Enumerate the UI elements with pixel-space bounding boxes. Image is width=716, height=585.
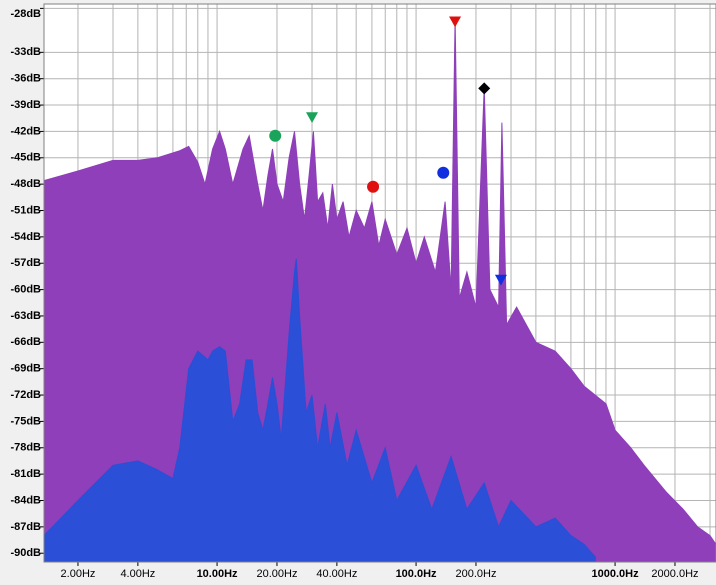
y-tick-label: -33dB	[10, 46, 41, 58]
x-tick-label: 40.00Hz	[316, 568, 357, 580]
marker	[494, 274, 507, 286]
marker	[478, 82, 491, 95]
marker	[437, 166, 450, 179]
y-tick-label: -45dB	[10, 152, 41, 164]
marker	[306, 112, 319, 124]
y-tick-label: -39dB	[10, 99, 41, 111]
y-tick-label: -36dB	[10, 73, 41, 85]
y-tick-label: -60dB	[10, 283, 41, 295]
y-tick-label: -84dB	[10, 494, 41, 506]
y-tick-label: -54dB	[10, 231, 41, 243]
x-tick-label: 20.00Hz	[256, 568, 297, 580]
y-tick-label: -63dB	[10, 310, 41, 322]
y-tick-label: -28dB	[10, 8, 41, 20]
area-outline	[43, 258, 597, 558]
area-fill	[44, 258, 596, 562]
x-tick-label: 200.0Hz	[455, 568, 496, 580]
y-tick-label: -87dB	[10, 521, 41, 533]
y-tick-label: -66dB	[10, 336, 41, 348]
y-tick-label: -75dB	[10, 415, 41, 427]
x-tick-label: 100.0Hz	[396, 568, 437, 580]
y-tick-label: -78dB	[10, 442, 41, 454]
y-tick-label: -90dB	[10, 547, 41, 559]
marker	[367, 180, 380, 193]
y-tick-label: -42dB	[10, 125, 41, 137]
x-tick-label: 2.00Hz	[61, 568, 96, 580]
x-tick-label: 4.00Hz	[120, 568, 155, 580]
plot-border	[43, 3, 716, 563]
y-tick-label: -72dB	[10, 389, 41, 401]
y-tick-label: -57dB	[10, 257, 41, 269]
marker	[269, 129, 282, 142]
y-tick-label: -81dB	[10, 468, 41, 480]
area-outline	[43, 17, 716, 545]
y-tick-label: -51dB	[10, 204, 41, 216]
y-tick-label: -69dB	[10, 363, 41, 375]
x-tick-label: 10.00Hz	[197, 568, 238, 580]
x-tick-label: 2000.0Hz	[651, 568, 698, 580]
y-tick-label: -48dB	[10, 178, 41, 190]
marker	[449, 16, 462, 28]
x-tick-label: 1000.0Hz	[592, 568, 640, 580]
